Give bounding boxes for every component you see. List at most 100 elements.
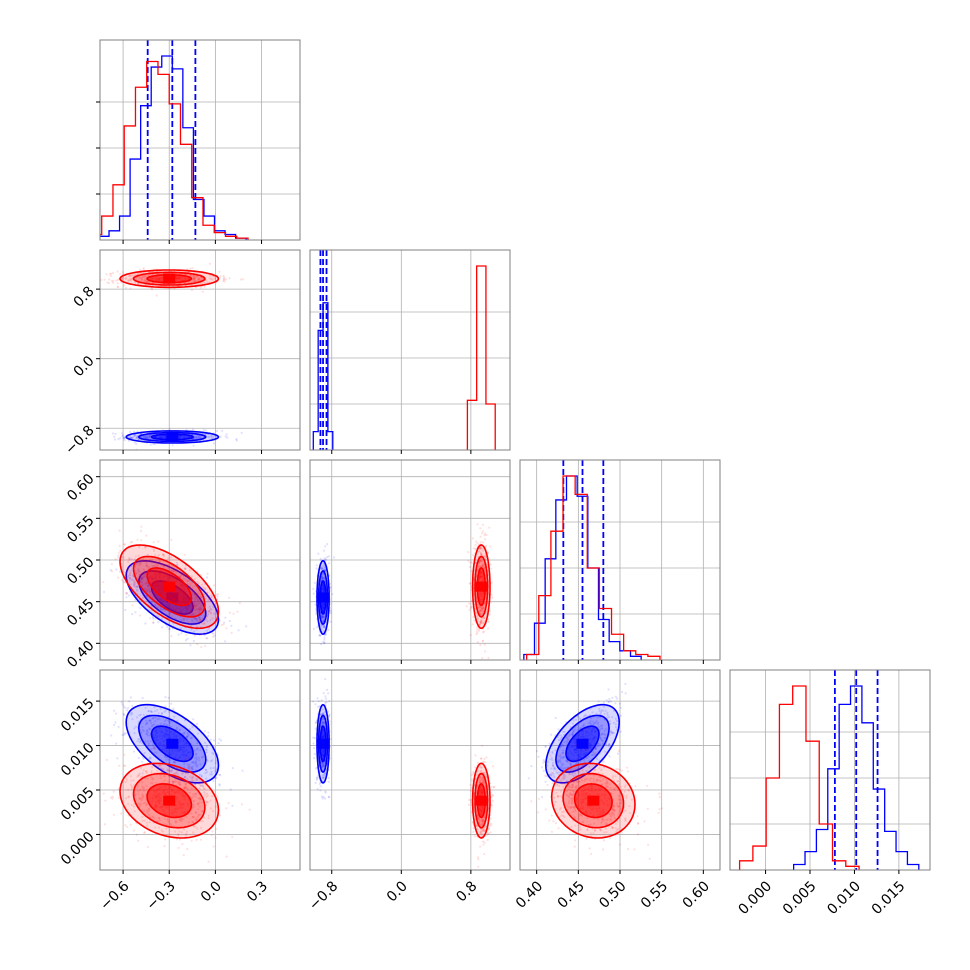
scatter-point	[117, 556, 120, 559]
scatter-point	[481, 565, 484, 568]
scatter-point	[198, 813, 201, 816]
scatter-point	[323, 568, 326, 571]
scatter-point	[139, 713, 142, 716]
scatter-point	[205, 801, 208, 804]
scatter-point	[198, 436, 201, 439]
scatter-point	[479, 622, 482, 626]
scatter-point	[134, 273, 137, 277]
scatter-point	[182, 577, 185, 580]
scatter-point	[187, 821, 190, 824]
panel-2-0	[96, 459, 301, 664]
scatter-point	[479, 620, 482, 623]
scatter-point	[217, 593, 220, 596]
scatter-point	[169, 758, 172, 762]
scatter-point	[212, 845, 215, 848]
scatter-point	[96, 780, 98, 782]
scatter-point	[313, 757, 316, 760]
scatter-point	[191, 612, 194, 615]
scatter-point	[322, 776, 325, 779]
scatter-point	[476, 627, 479, 631]
scatter-point	[158, 561, 161, 564]
scatter-point	[327, 628, 330, 631]
scatter-point	[193, 278, 196, 281]
scatter-point	[480, 564, 483, 568]
scatter-point	[162, 769, 165, 772]
scatter-point	[227, 802, 230, 805]
scatter-point	[190, 624, 193, 627]
scatter-point	[137, 570, 140, 573]
scatter-point	[186, 848, 189, 851]
scatter-point	[128, 574, 131, 577]
scatter-point	[480, 557, 483, 561]
scatter-point	[212, 606, 215, 609]
scatter-point	[488, 526, 491, 529]
scatter-point	[141, 275, 144, 278]
scatter-point	[198, 608, 201, 611]
scatter-point	[469, 607, 472, 610]
scatter-point	[152, 541, 155, 544]
scatter-point	[324, 791, 327, 794]
scatter-point	[127, 795, 130, 798]
scatter-point	[153, 442, 156, 446]
scatter-point	[145, 821, 148, 824]
scatter-point	[194, 761, 198, 765]
scatter-point	[159, 708, 162, 711]
scatter-point	[140, 781, 144, 784]
scatter-point	[127, 788, 130, 791]
scatter-point	[144, 278, 147, 281]
scatter-point	[199, 749, 202, 752]
scatter-point	[130, 558, 133, 561]
scatter-point	[188, 791, 191, 794]
scatter-point	[126, 825, 129, 829]
scatter-point	[129, 783, 133, 786]
scatter-point	[133, 281, 137, 284]
scatter-point	[480, 532, 484, 535]
scatter-point	[467, 551, 470, 554]
scatter-point	[134, 611, 137, 614]
scatter-point	[479, 541, 482, 544]
scatter-point	[186, 732, 189, 735]
scatter-point	[136, 538, 139, 542]
scatter-point	[150, 771, 153, 774]
scatter-point	[151, 565, 154, 568]
scatter-point	[122, 437, 126, 440]
scatter-point	[184, 613, 187, 616]
scatter-point	[145, 590, 149, 593]
scatter-point	[319, 789, 322, 792]
scatter-point	[119, 272, 122, 275]
scatter-point	[155, 782, 158, 785]
scatter-point	[148, 435, 151, 438]
scatter-point	[316, 776, 319, 779]
scatter-point	[141, 728, 144, 731]
scatter-point	[190, 575, 193, 578]
scatter-point	[172, 781, 175, 784]
scatter-point	[154, 826, 157, 829]
scatter-point	[144, 706, 147, 710]
scatter-point	[163, 823, 166, 826]
scatter-point	[206, 572, 209, 575]
scatter-point	[160, 598, 163, 601]
scatter-point	[321, 576, 324, 580]
scatter-point	[183, 786, 187, 790]
scatter-point	[131, 578, 134, 581]
scatter-point	[142, 568, 145, 571]
scatter-point	[177, 633, 180, 636]
scatter-point	[193, 277, 196, 280]
scatter-point	[196, 617, 199, 621]
scatter-point	[221, 429, 224, 432]
scatter-point	[199, 596, 202, 599]
scatter-point	[199, 595, 202, 598]
scatter-point	[142, 757, 145, 760]
scatter-point	[210, 773, 213, 776]
scatter-point	[182, 618, 185, 621]
scatter-point	[144, 279, 147, 282]
scatter-point	[320, 795, 323, 798]
scatter-point	[204, 433, 207, 436]
scatter-point	[151, 273, 154, 276]
scatter-point	[195, 596, 198, 599]
scatter-point	[209, 767, 212, 770]
scatter-point	[137, 282, 140, 285]
scatter-point	[193, 617, 196, 620]
scatter-point	[203, 791, 206, 794]
scatter-point	[323, 638, 326, 641]
